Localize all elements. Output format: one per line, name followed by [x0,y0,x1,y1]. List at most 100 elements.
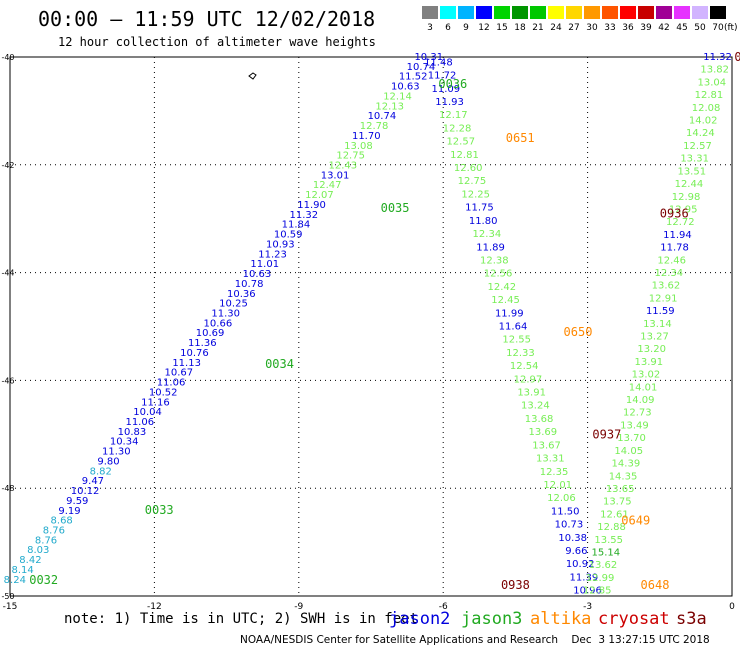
color-scale-label: 50 [694,23,706,33]
swh-value-label: 14.35 [609,471,638,482]
lon-tick-label: 0 [729,602,735,612]
swh-value-label: 8.76 [43,526,65,537]
swh-value-label: 12.97 [514,374,543,385]
swh-value-label: 11.06 [157,378,186,389]
legend-s3a: s3a [676,609,707,629]
swh-value-label: 11.30 [102,447,131,458]
lon-tick-label: -12 [147,602,162,612]
pass-time-label: 0650 [564,325,593,339]
swh-value-label: 12.57 [683,141,712,152]
color-swatch-42 [656,6,672,19]
swh-value-label: 13.24 [521,401,550,412]
lon-tick-label: -3 [583,602,592,612]
swh-value-label: 9.19 [58,506,80,517]
color-scale-label: 70 [712,23,724,33]
swh-value-label: 10.66 [204,318,233,329]
color-scale-label: 3 [427,23,433,33]
color-scale-label: 18 [514,23,526,33]
swh-value-label: 11.52 [399,72,428,83]
swh-value-label: 11.06 [125,417,154,428]
color-swatch-21 [530,6,546,19]
swh-value-label: 14.05 [614,446,643,457]
swh-value-label: 12.60 [454,163,483,174]
swh-value-label: 11.89 [476,242,505,253]
pass-time-label: 0032 [29,573,58,587]
pass-time-label: 0937 [592,427,621,441]
swh-value-label: 11.59 [646,306,675,317]
swh-value-label: 11.09 [432,84,461,95]
swh-value-label: 10.12 [71,486,100,497]
swh-value-label: 10.69 [196,328,225,339]
legend-altika: altika [530,609,592,629]
lat-tick-label: -48 [1,484,14,493]
swh-value-label: 14.09 [626,395,655,406]
swh-value-label: 13.51 [677,166,706,177]
swh-value-label: 12.38 [480,255,509,266]
page-subtitle: 12 hour collection of altimeter wave hei… [58,35,376,49]
swh-value-label: 9.47 [82,476,104,487]
color-swatch-27 [566,6,582,19]
map-frame [9,56,733,597]
swh-value-label: 13.62 [652,281,681,292]
color-swatch-50 [692,6,708,19]
color-scale-label: 45 [676,23,688,33]
swh-value-label: 13.70 [617,433,646,444]
swh-value-label: 12.47 [313,180,342,191]
swh-value-label: 13.91 [634,357,663,368]
pass-time-label: 0035 [381,201,410,215]
color-scale-label: 6 [445,23,451,33]
swh-value-label: 12.54 [510,361,539,372]
color-swatch-70 [710,6,726,19]
footer-credit: NOAA/NESDIS Center for Satellite Applica… [240,634,710,646]
swh-value-label: 11.72 [428,71,457,82]
swh-value-label: 13.67 [532,440,561,451]
swh-value-label: 13.65 [606,484,635,495]
swh-value-label: 11.23 [258,249,287,260]
swh-value-label: 8.82 [90,466,112,477]
swh-value-label: 10.74 [407,62,436,73]
swh-value-label: 10.34 [110,437,139,448]
swh-value-label: 11.01 [250,259,279,270]
swh-value-label: 12.17 [439,110,468,121]
swh-value-label: 8.03 [27,545,49,556]
swh-value-label: 12.28 [443,123,472,134]
lon-tick-label: -15 [3,602,18,612]
swh-value-label: 13.75 [603,497,632,508]
swh-value-label: 13.55 [594,535,623,546]
swh-value-label: 11.90 [297,200,326,211]
lat-tick-label: -46 [1,376,14,385]
swh-value-label: 12.45 [491,295,520,306]
swh-value-label: 12.61 [600,509,629,520]
swh-value-label: 12.95 [669,204,698,215]
swh-value-label: 12.34 [473,229,502,240]
swh-value-label: 9.80 [97,456,119,467]
color-scale-label: 36 [622,23,634,33]
pass-time-label: 0034 [265,357,294,371]
pass-time-label: 0938 [501,578,530,592]
color-swatch-39 [638,6,654,19]
swh-value-label: 11.94 [663,230,692,241]
swh-value-label: 10.38 [558,533,587,544]
color-swatch-15 [494,6,510,19]
swh-value-label: 10.63 [243,269,272,280]
pass-time-label: 0651 [506,131,535,145]
lon-tick-label: -9 [294,602,303,612]
swh-value-label: 10.74 [368,111,397,122]
color-swatch-30 [584,6,600,19]
color-scale-label: 39 [640,23,652,33]
swh-value-label: 10.59 [274,230,303,241]
swh-value-label: 10.78 [235,279,264,290]
color-scale-label: 12 [478,23,490,33]
swh-value-label: 12.56 [484,269,513,280]
swh-value-label: 12.91 [649,293,678,304]
swh-value-label: 13.01 [321,170,350,181]
color-swatch-45 [674,6,690,19]
swh-value-label: 10.96 [573,586,602,597]
swh-value-label: 12.98 [672,192,701,203]
swh-value-label: 11.99 [495,308,524,319]
swh-value-label: 12.78 [360,121,389,132]
swh-value-label: 12.72 [666,217,695,228]
swh-value-label: 14.01 [629,382,658,393]
swh-value-label: 13.14 [643,319,672,330]
